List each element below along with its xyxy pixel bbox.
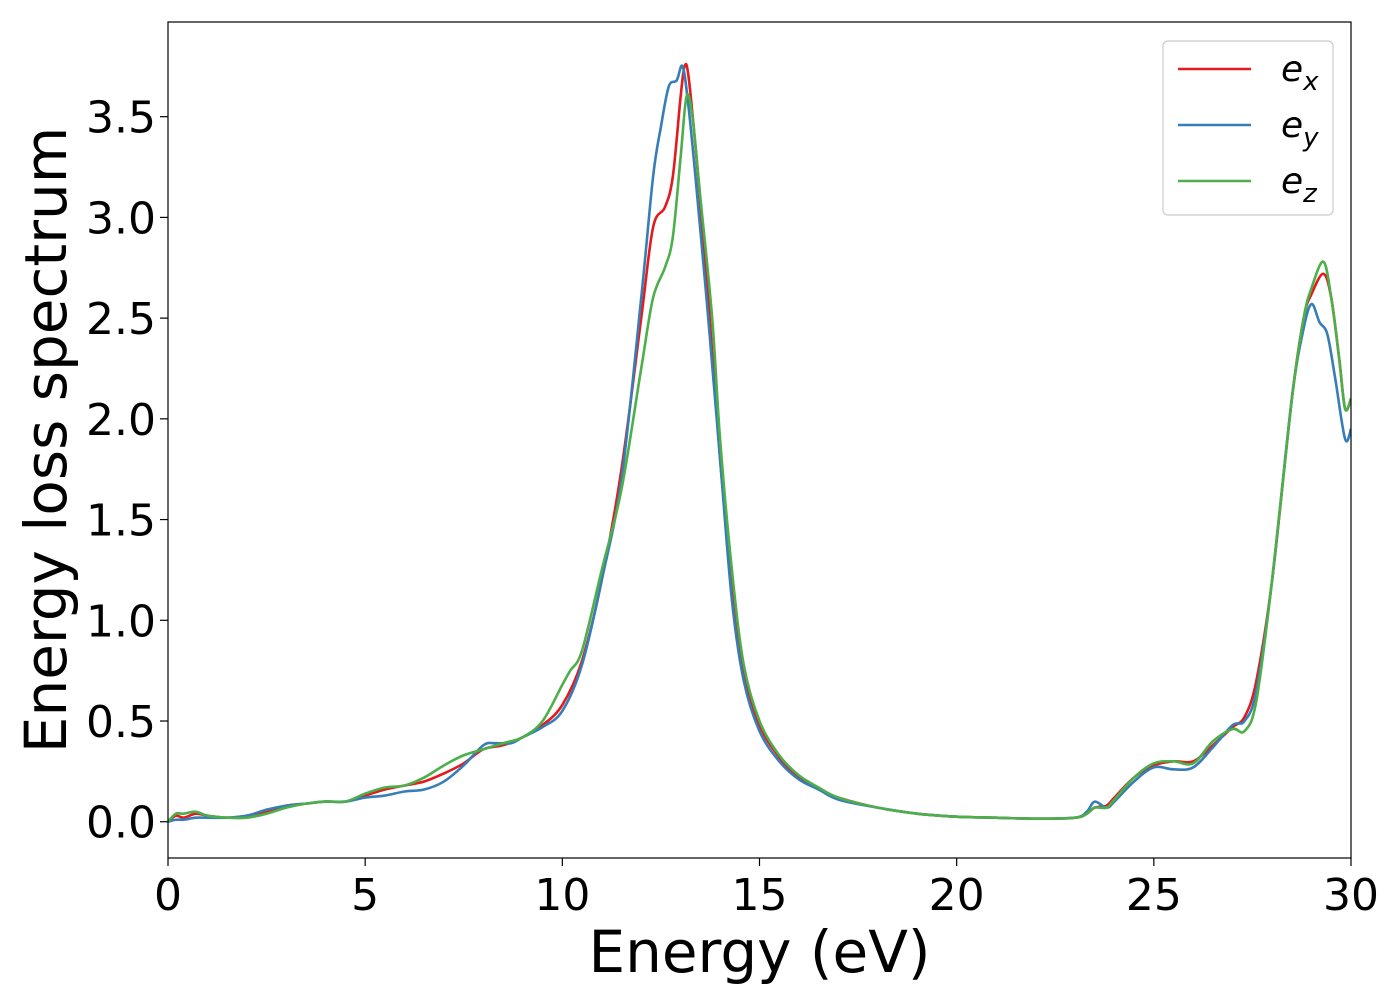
legend-label-z: ez [1281, 161, 1318, 209]
y-tick-label: 1.5 [86, 496, 156, 547]
series-layer [168, 62, 1351, 823]
y-axis-label: Energy loss spectrum [12, 127, 80, 753]
x-tick-label: 20 [929, 870, 985, 921]
x-tick-label: 0 [154, 870, 182, 921]
x-tick-label: 25 [1126, 870, 1182, 921]
y-tick-label: 2.0 [86, 395, 156, 446]
legend-label-x: ex [1281, 49, 1319, 97]
x-axis-ticks: 0 5 10 15 20 25 30 [154, 858, 1379, 921]
y-tick-label: 0.5 [86, 697, 156, 748]
legend-box [1162, 40, 1334, 216]
y-tick-label: 0.0 [86, 798, 156, 849]
y-tick-label: 1.0 [86, 596, 156, 647]
y-tick-label: 2.5 [86, 294, 156, 345]
y-tick-label: 3.5 [86, 93, 156, 144]
y-tick-label: 3.0 [86, 193, 156, 244]
x-tick-label: 5 [351, 870, 379, 921]
series-line-z [168, 93, 1351, 823]
legend-label-y: ey [1281, 105, 1319, 153]
y-axis-ticks: 0.0 0.5 1.0 1.5 2.0 2.5 3.0 3.5 [86, 93, 168, 849]
x-tick-label: 15 [732, 870, 788, 921]
x-axis-label: Energy (eV) [588, 918, 930, 986]
legend: ex ey ez [1162, 40, 1334, 216]
x-tick-label: 30 [1323, 870, 1379, 921]
x-tick-label: 10 [534, 870, 590, 921]
